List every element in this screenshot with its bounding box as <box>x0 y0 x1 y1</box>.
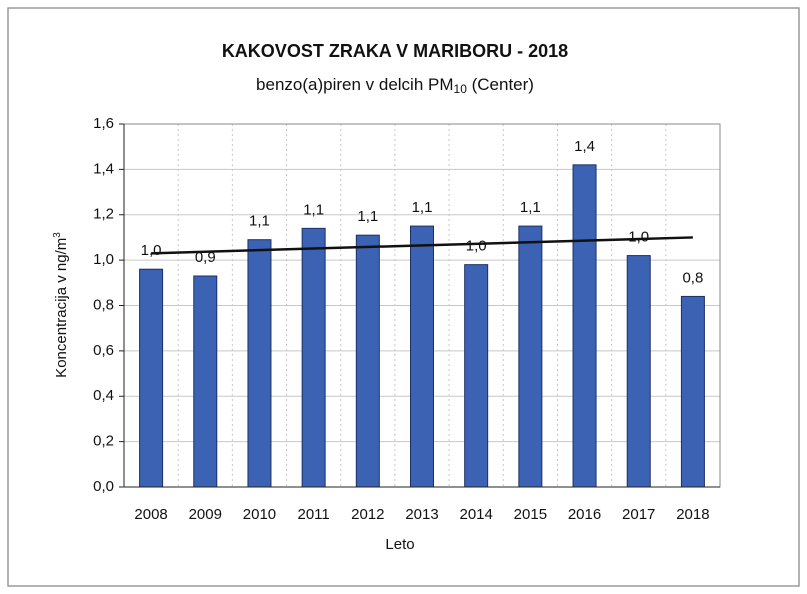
value-label: 1,1 <box>357 208 378 225</box>
value-label: 1,1 <box>303 201 324 218</box>
bar <box>572 164 597 488</box>
trendline <box>151 236 693 255</box>
value-label: 1,1 <box>520 199 541 216</box>
y-tick-label: 0,4 <box>93 387 114 404</box>
subtitle-text: benzo(a)piren v delcih PM <box>256 75 453 94</box>
x-tick-label: 2010 <box>243 506 276 523</box>
frame <box>7 7 800 587</box>
value-label: 1,0 <box>141 242 162 259</box>
value-label: 0,8 <box>682 269 703 286</box>
chart-title: KAKOVOST ZRAKA V MARIBORU - 2018 <box>222 41 568 61</box>
subtitle-subscript: 10 <box>454 82 468 96</box>
bar <box>193 275 218 488</box>
x-tick-label: 2016 <box>568 506 601 523</box>
x-tick-label: 2012 <box>351 506 384 523</box>
y-label-text: Koncentracija v ng/m <box>53 238 70 378</box>
y-tick-label: 0,8 <box>93 296 114 313</box>
chart-subtitle: benzo(a)piren v delcih PM10 (Center) <box>256 75 534 96</box>
x-tick-label: 2014 <box>459 506 492 523</box>
bar <box>680 295 705 488</box>
x-tick-label: 2017 <box>622 506 655 523</box>
y-label-superscript: 3 <box>52 232 63 238</box>
y-tick-label: 1,0 <box>93 251 114 268</box>
value-label: 1,1 <box>249 213 270 230</box>
y-tick-label: 1,6 <box>93 115 114 132</box>
y-tick-label: 1,2 <box>93 206 114 223</box>
y-axis-label: Koncentracija v ng/m3 <box>52 232 70 378</box>
value-label: 1,1 <box>412 199 433 216</box>
value-label: 0,9 <box>195 249 216 266</box>
x-axis-label: Leto <box>385 536 414 553</box>
y-tick-label: 0,0 <box>93 478 114 495</box>
bar <box>518 225 543 488</box>
y-tick-label: 1,4 <box>93 160 114 177</box>
bar <box>301 227 326 488</box>
subtitle-text: (Center) <box>467 75 534 94</box>
y-tick-label: 0,2 <box>93 433 114 450</box>
x-tick-label: 2013 <box>405 506 438 523</box>
bar <box>355 234 380 488</box>
bar <box>247 239 272 488</box>
value-label: 1,0 <box>628 229 649 246</box>
bar <box>626 255 651 488</box>
x-tick-label: 2009 <box>189 506 222 523</box>
bar <box>464 264 489 488</box>
y-tick-label: 0,6 <box>93 342 114 359</box>
x-tick-label: 2011 <box>298 506 330 523</box>
value-label: 1,4 <box>574 138 595 155</box>
bar <box>139 268 164 488</box>
x-tick-label: 2018 <box>676 506 709 523</box>
x-tick-label: 2008 <box>134 506 167 523</box>
bar <box>410 225 434 488</box>
x-tick-label: 2015 <box>514 506 547 523</box>
value-label: 1,0 <box>466 238 487 255</box>
